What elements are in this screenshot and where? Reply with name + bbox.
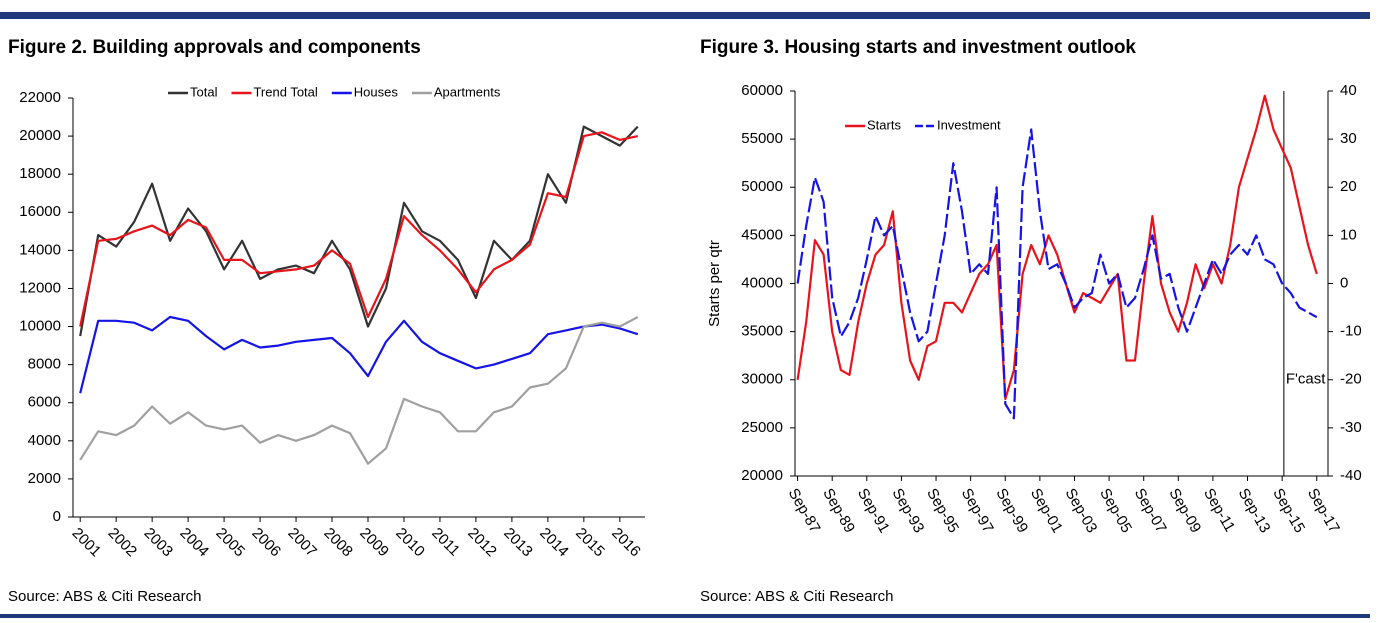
y-axis-label: Starts per qtr: [706, 240, 723, 327]
y-tick-label: 2000: [28, 470, 61, 487]
source: Source: ABS & Citi Research: [700, 588, 893, 605]
y-tick-label: 30000: [741, 371, 783, 388]
x-tick-label: Sep-99: [992, 485, 1031, 535]
y2-tick-label: -40: [1340, 467, 1362, 484]
y-tick-label: 10000: [19, 318, 61, 335]
y-tick-label: 35000: [741, 323, 783, 340]
x-tick-label: Sep-87: [785, 485, 824, 535]
x-tick-label: 2003: [141, 525, 177, 561]
y2-tick-label: -30: [1340, 419, 1362, 436]
y-tick-label: 60000: [741, 82, 783, 99]
x-tick-label: 2009: [356, 525, 392, 561]
x-tick-label: 2006: [248, 525, 284, 561]
y-tick-label: 40000: [741, 274, 783, 291]
x-tick-label: Sep-97: [958, 485, 997, 535]
x-tick-label: 2002: [105, 525, 141, 561]
legend-label: Houses: [354, 84, 399, 99]
y2-tick-label: 20: [1340, 178, 1357, 195]
legend-label: Apartments: [434, 84, 501, 99]
line-series: [79, 131, 639, 327]
y-tick-label: 14000: [19, 241, 61, 258]
chart-title: Figure 2. Building approvals and compone…: [8, 37, 421, 58]
y-tick-label: 45000: [741, 226, 783, 243]
y-tick-label: 0: [53, 508, 61, 525]
x-tick-label: 2016: [608, 525, 644, 561]
y-tick-label: 20000: [19, 127, 61, 144]
legend-label: Investment: [937, 117, 1001, 132]
y-tick-label: 8000: [28, 356, 61, 373]
x-tick-label: Sep-11: [1200, 485, 1238, 534]
x-tick-label: 2014: [536, 525, 572, 561]
y2-tick-label: 30: [1340, 130, 1357, 147]
line-series: [79, 316, 639, 465]
x-tick-label: Sep-95: [923, 485, 962, 535]
x-tick-label: Sep-09: [1165, 485, 1204, 535]
top-bar: [0, 12, 1370, 19]
line-series: [796, 94, 1318, 401]
x-tick-label: Sep-91: [854, 485, 893, 535]
x-tick-label: 2015: [572, 525, 608, 561]
x-tick-label: Sep-03: [1062, 485, 1101, 535]
x-tick-label: Sep-05: [1096, 485, 1135, 535]
x-tick-label: Sep-01: [1027, 485, 1066, 535]
x-tick-label: 2001: [69, 525, 105, 561]
y-tick-label: 6000: [28, 394, 61, 411]
line-series: [796, 128, 1318, 420]
x-tick-label: 2013: [500, 525, 536, 561]
y-tick-label: 18000: [19, 165, 61, 182]
y-tick-label: 20000: [741, 467, 783, 484]
line-series: [79, 315, 639, 394]
y-tick-label: 12000: [19, 279, 61, 296]
legend-label: Total: [190, 84, 218, 99]
x-tick-label: 2007: [284, 525, 320, 561]
bottom-bar: [0, 614, 1370, 618]
x-tick-label: 2010: [392, 525, 428, 561]
x-tick-label: 2008: [320, 525, 356, 561]
y-tick-label: 4000: [28, 432, 61, 449]
x-tick-label: 2011: [428, 525, 463, 560]
legend-label: Starts: [867, 117, 901, 132]
source: Source: ABS & Citi Research: [8, 588, 201, 605]
y-tick-label: 16000: [19, 203, 61, 220]
x-tick-label: Sep-15: [1269, 485, 1308, 535]
chart-title: Figure 3. Housing starts and investment …: [700, 37, 1136, 58]
x-tick-label: Sep-89: [819, 485, 858, 535]
y2-tick-label: -20: [1340, 371, 1362, 388]
line-series: [79, 125, 639, 337]
x-tick-label: Sep-13: [1235, 485, 1274, 535]
y-tick-label: 22000: [19, 89, 61, 106]
x-tick-label: 2005: [212, 525, 248, 561]
x-tick-label: 2012: [464, 525, 500, 561]
y2-tick-label: 40: [1340, 82, 1357, 99]
legend-label: Trend Total: [253, 84, 317, 99]
x-tick-label: 2004: [176, 525, 212, 561]
y-tick-label: 25000: [741, 419, 783, 436]
y-tick-label: 50000: [741, 178, 783, 195]
y2-tick-label: 10: [1340, 226, 1357, 243]
x-tick-label: Sep-93: [889, 485, 928, 535]
x-tick-label: Sep-17: [1304, 485, 1343, 535]
x-tick-label: Sep-07: [1131, 485, 1170, 535]
y2-tick-label: -10: [1340, 323, 1362, 340]
y-tick-label: 55000: [741, 130, 783, 147]
annotation: F'cast: [1286, 371, 1326, 388]
y2-tick-label: 0: [1340, 274, 1348, 291]
